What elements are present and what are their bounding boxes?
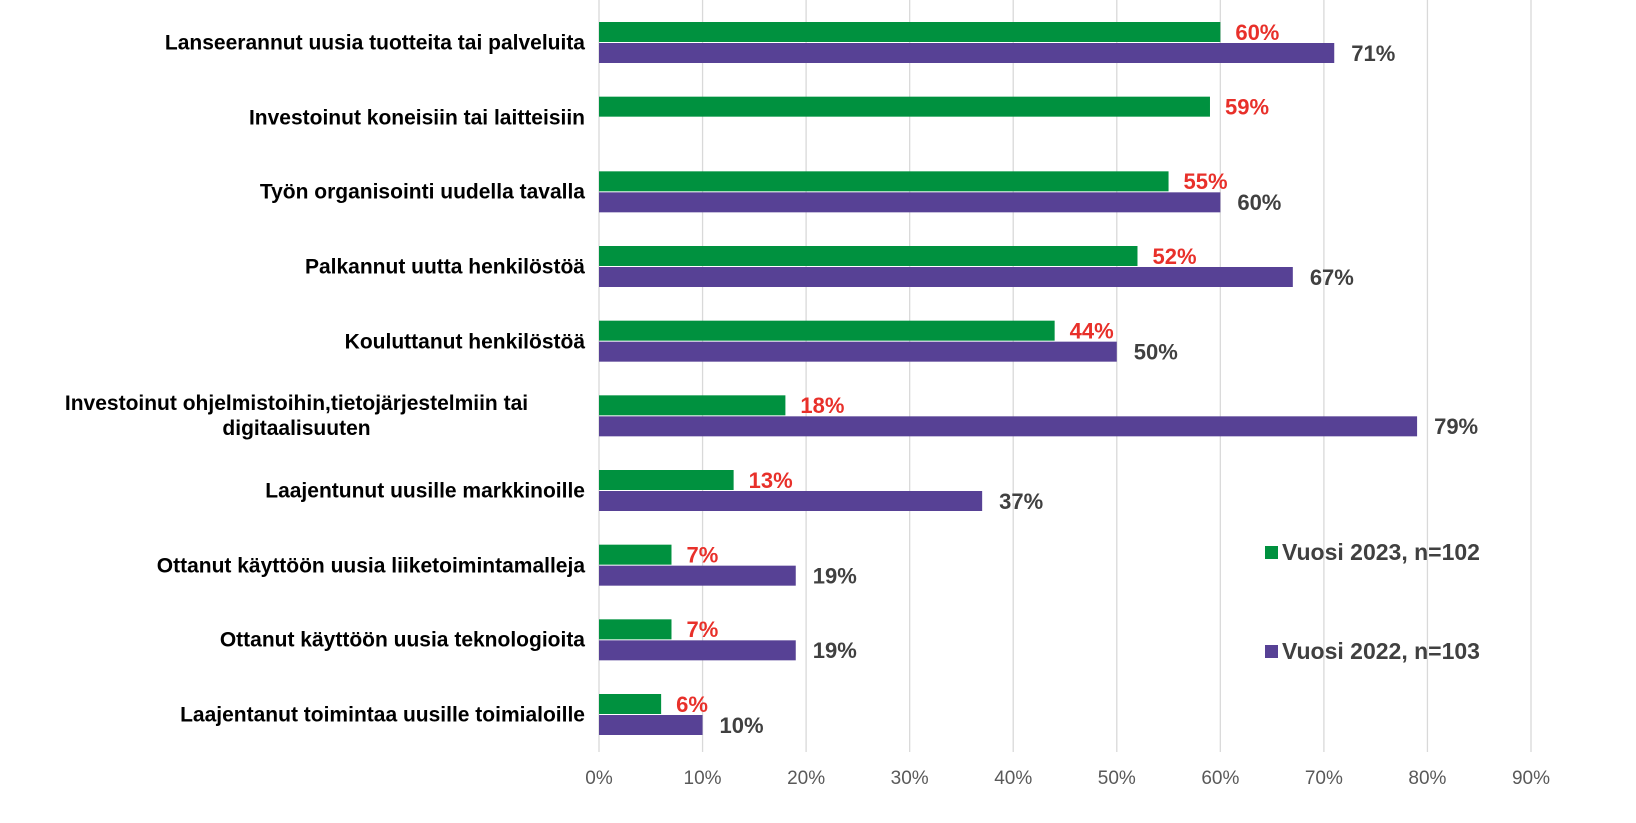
bar <box>599 491 983 511</box>
x-tick-label: 50% <box>1098 768 1136 789</box>
bar <box>599 619 672 640</box>
bar <box>599 43 1335 63</box>
category-label: Investoinut ohjelmistoihin,tietojärjeste… <box>64 392 529 441</box>
legend-swatch <box>1265 645 1278 658</box>
x-tick-label: 20% <box>787 768 825 789</box>
data-label: 59% <box>1225 94 1269 119</box>
data-label: 13% <box>749 468 793 493</box>
category-label: Lanseerannut uusia tuotteita tai palvelu… <box>164 31 585 55</box>
bar <box>599 192 1221 213</box>
bar <box>599 544 672 565</box>
data-label: 55% <box>1184 169 1228 194</box>
data-label: 60% <box>1235 20 1279 45</box>
bar <box>599 267 1293 287</box>
x-tick-label: 90% <box>1512 768 1550 789</box>
data-label: 60% <box>1237 190 1281 215</box>
category-label: Investoinut koneisiin tai laitteisiin <box>248 106 585 130</box>
bar <box>599 341 1117 362</box>
bar <box>599 470 734 490</box>
category-label: Laajentunut uusille markkinoille <box>265 479 585 503</box>
legend-label: Vuosi 2023, n=102 <box>1282 539 1480 565</box>
category-label: Kouluttanut henkilöstöä <box>344 330 585 354</box>
data-label: 79% <box>1434 414 1478 439</box>
category-label: Palkannut uutta henkilöstöä <box>304 255 585 279</box>
legend-label: Vuosi 2022, n=103 <box>1282 638 1480 664</box>
bar <box>599 565 796 586</box>
bar <box>599 96 1210 117</box>
category-label: Työn organisointi uudella tavalla <box>259 180 585 204</box>
x-tick-label: 10% <box>684 768 722 789</box>
bar <box>599 715 703 735</box>
data-label: 71% <box>1351 41 1395 66</box>
data-label: 7% <box>686 542 718 567</box>
category-label: Ottanut käyttöön uusia teknologioita <box>219 628 585 652</box>
data-label: 50% <box>1134 339 1178 364</box>
x-tick-label: 80% <box>1408 768 1446 789</box>
bar <box>599 640 796 661</box>
data-label: 18% <box>800 393 844 418</box>
data-label: 7% <box>686 617 718 642</box>
data-label: 67% <box>1310 265 1354 290</box>
x-tick-label: 70% <box>1305 768 1343 789</box>
bar <box>599 694 662 714</box>
bar <box>599 320 1055 341</box>
x-tick-label: 30% <box>891 768 929 789</box>
category-label: Laajentanut toimintaa uusille toimialoil… <box>180 703 585 727</box>
data-label: 44% <box>1070 318 1114 343</box>
data-label: 52% <box>1152 244 1196 269</box>
bar <box>599 22 1221 42</box>
data-label: 6% <box>676 692 708 717</box>
category-label: Ottanut käyttöön uusia liiketoimintamall… <box>156 554 585 578</box>
data-label: 19% <box>813 563 857 588</box>
x-tick-label: 0% <box>585 768 613 789</box>
legend-swatch <box>1265 546 1278 559</box>
bar <box>599 395 786 416</box>
data-label: 10% <box>720 713 764 738</box>
data-label: 37% <box>999 489 1043 514</box>
x-tick-label: 60% <box>1201 768 1239 789</box>
bar <box>599 171 1169 192</box>
bar <box>599 416 1418 437</box>
bar <box>599 246 1138 266</box>
data-label: 19% <box>813 638 857 663</box>
x-tick-label: 40% <box>994 768 1032 789</box>
